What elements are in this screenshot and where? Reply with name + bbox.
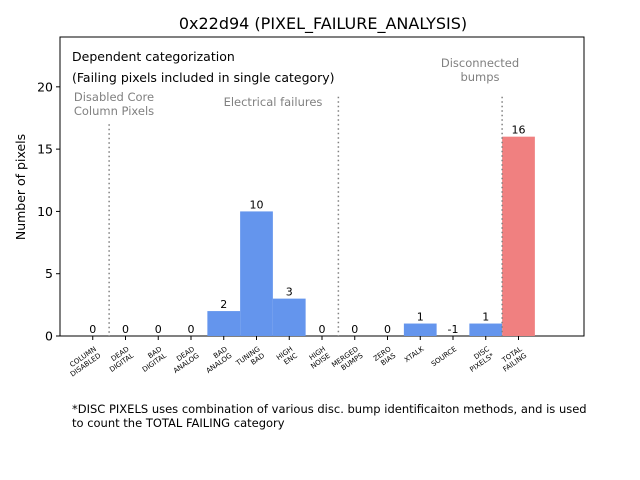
bar-value-label: 0 [188, 323, 195, 336]
x-tick-label: ZEROBIAS [372, 345, 398, 370]
chart-title: 0x22d94 (PIXEL_FAILURE_ANALYSIS) [179, 14, 467, 34]
bar-value-label: 2 [220, 298, 227, 311]
y-ticks-group: 0 5 10 15 20 [37, 79, 60, 344]
x-tick-label: MERGEDBUMPS [330, 345, 365, 376]
y-tick-label: 10 [37, 204, 53, 219]
value-labels-group: 0 0 0 0 2 10 3 0 0 0 1 -1 1 16 [89, 124, 525, 336]
bar-value-label: 0 [155, 323, 162, 336]
bars-group [207, 136, 535, 336]
x-tick-label: COLUMNDISABLED [64, 345, 102, 378]
bar [207, 311, 241, 336]
x-ticks-group: COLUMNDISABLED DEADDIGITAL BADDIGITAL DEADA… [64, 336, 528, 378]
header-line-2: (Failing pixels included in single categ… [72, 70, 335, 85]
bar-value-label: 3 [286, 286, 293, 299]
section-label-disconnected: Disconnected bumps [441, 56, 519, 84]
y-axis-label: Number of pixels [13, 134, 28, 240]
y-tick-label: 15 [37, 142, 53, 157]
x-tick-label: TUNINGBAD [234, 345, 266, 374]
section-label-core: Disabled Core Column Pixels [74, 90, 154, 118]
footnote: *DISC PIXELS uses combination of various… [72, 402, 587, 430]
bar-value-label: 10 [250, 198, 264, 211]
bar-value-label: 16 [512, 124, 526, 137]
y-tick-label: 20 [37, 79, 53, 94]
bar [240, 211, 273, 336]
section-labels-group: Disabled Core Column Pixels Disconnected bu… [74, 56, 519, 118]
bar-value-label: 1 [482, 311, 489, 324]
bar-value-label: -1 [448, 323, 459, 336]
bar-value-label: 1 [417, 311, 424, 324]
x-tick-label: DEADDIGITAL [104, 345, 136, 374]
y-tick-label: 5 [45, 266, 53, 281]
x-tick-label: SOURCE [430, 345, 458, 368]
x-tick-label: BADANALOG [200, 345, 233, 375]
x-tick-label: HIGHNOISE [305, 345, 332, 371]
bar [403, 323, 437, 336]
bar-value-label: 0 [122, 323, 129, 336]
x-tick-label: TOTALFAILING [497, 345, 528, 374]
x-tick-label: DISCPIXELS* [464, 345, 496, 374]
bar [469, 323, 503, 336]
header-line-1: Dependent categorization [72, 49, 235, 64]
x-tick-label: XTALK [403, 345, 426, 364]
x-tick-label: DEADANALOG [167, 345, 200, 375]
x-tick-label: BADDIGITAL [136, 345, 168, 374]
bar [502, 136, 535, 336]
bar-value-label: 0 [351, 323, 358, 336]
bar-value-label: 0 [319, 323, 326, 336]
bar-value-label: 0 [384, 323, 391, 336]
dividers-group [108, 96, 503, 336]
y-tick-label: 0 [45, 329, 53, 344]
bar [272, 298, 306, 336]
bar-value-label: 0 [89, 323, 96, 336]
section-label-electrical: Electrical failures [224, 95, 323, 109]
x-tick-label: HIGHENC [275, 345, 299, 369]
